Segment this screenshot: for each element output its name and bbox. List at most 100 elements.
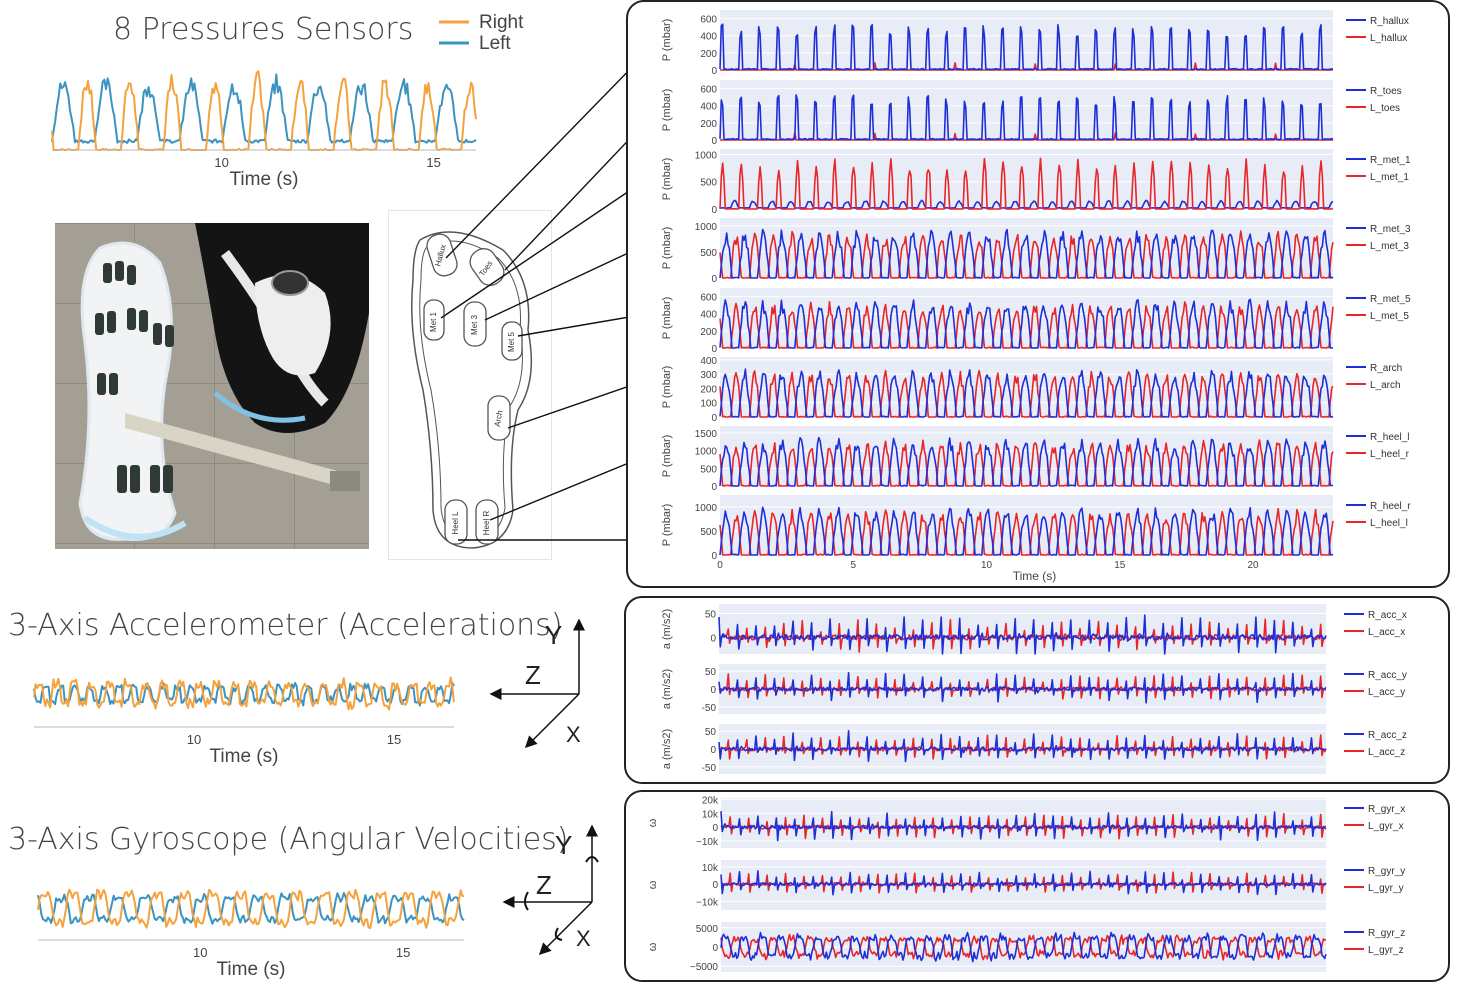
series-line (719, 507, 1334, 556)
y-tick-label: 200 (700, 384, 717, 395)
y-tick-label: −5000 (690, 962, 719, 973)
y-tick-label: 10k (702, 863, 719, 874)
y-tick-label: 5000 (696, 924, 719, 935)
y-axis-label: P (mbar) (661, 89, 673, 132)
y-tick-label: 0 (711, 66, 717, 77)
series-line (720, 931, 1327, 963)
insole-label-met5: Met 5 (507, 331, 516, 352)
y-axis-label: P (mbar) (661, 504, 673, 547)
series-line (720, 870, 1327, 896)
legend-label: L_acc_x (1368, 627, 1405, 638)
y-axis-label: a (m/s2) (661, 669, 673, 709)
x-axis-label: Time (s) (210, 746, 279, 767)
y-axis-label: ω (647, 818, 659, 827)
y-tick-label: 200 (700, 119, 717, 130)
left-gyro-chart: 10 15 Time (s) (37, 888, 465, 980)
y-tick-label: 0 (710, 633, 716, 644)
insole-diagram: Hallux Toes Met 1 Met 3 Met 5 Arch Heel … (388, 210, 552, 560)
y-tick-label: 50 (705, 727, 717, 738)
right-series-line (51, 70, 477, 151)
legend-label: L_gyr_z (1368, 945, 1404, 956)
y-tick-label: 1000 (695, 447, 718, 458)
legend-label: R_acc_z (1368, 730, 1407, 741)
legend-label: R_toes (1370, 86, 1402, 97)
y-axis-label: a (m/s2) (661, 729, 673, 769)
right-series-line (33, 676, 455, 711)
legend-label: R_acc_x (1368, 610, 1407, 621)
y-tick-label: 300 (700, 370, 717, 381)
legend-label: R_hallux (1370, 16, 1409, 27)
subplot-bg (719, 604, 1326, 654)
series-line (719, 298, 1333, 349)
gyro-axis-x: X (576, 926, 591, 951)
y-tick-label: -50 (702, 763, 717, 774)
legend-label: R_gyr_x (1368, 804, 1405, 815)
accel-title: 3-Axis Accelerometer (Accelerations) (8, 608, 563, 643)
series-line (718, 614, 1327, 655)
y-tick-label: 400 (700, 102, 717, 113)
gyro-axis-y: Y (555, 830, 572, 860)
y-tick-label: 1000 (695, 222, 718, 233)
y-axis-label: a (m/s2) (661, 609, 673, 649)
y-tick-label: 500 (700, 464, 717, 475)
y-tick-label: 0 (711, 551, 717, 562)
legend-label: L_heel_r (1370, 449, 1410, 460)
legend-left-label: Left (479, 33, 511, 54)
legend-label: L_arch (1370, 380, 1401, 391)
series-line (720, 810, 1327, 842)
accel-axis-z: Z (525, 660, 541, 690)
legend-right-label: Right (479, 12, 524, 33)
y-tick-label: 0 (711, 482, 717, 493)
accel-panel: 0 50 a (m/s2) R_acc_x L_acc_x -50 0 50 a (m/s2) R… (624, 596, 1450, 784)
legend-label: R_met_3 (1370, 224, 1411, 235)
y-tick-label: 1500 (695, 429, 718, 440)
series-line (719, 506, 1334, 556)
y-tick-label: 600 (700, 85, 717, 96)
subplot-bg (720, 149, 1333, 209)
insole-label-arch: Arch (493, 410, 505, 428)
pressure-title: 8 Pressures Sensors (113, 12, 414, 47)
y-tick-label: 50 (705, 610, 717, 621)
y-axis-label: P (mbar) (661, 158, 673, 201)
legend-top-left: Right Left (439, 12, 524, 54)
accel-axis-y: Y (545, 620, 562, 650)
subplot-bg (720, 10, 1333, 70)
y-axis-label: P (mbar) (661, 227, 673, 270)
pressure-panel: 0 200 400 600 P (mbar) R_hallux L_hallux 0 200 40… (626, 0, 1450, 588)
y-axis-label: P (mbar) (661, 366, 673, 409)
gyro-axis-z: Z (536, 870, 552, 900)
series-line (719, 230, 1334, 279)
y-tick-label: 600 (700, 15, 717, 26)
legend-label: L_met_3 (1370, 241, 1409, 252)
insole-label-heel-r: Heel R (482, 511, 491, 536)
y-tick-label: 600 (700, 293, 717, 304)
y-tick-label: 400 (700, 310, 717, 321)
right-series-line (37, 888, 465, 930)
subplot-bg (720, 426, 1333, 486)
y-tick-label: 200 (700, 49, 717, 60)
y-tick-label: 0 (711, 413, 717, 424)
y-tick-label: 0 (710, 685, 716, 696)
x-tick-label: 5 (850, 560, 856, 571)
y-tick-label: 20k (702, 795, 719, 806)
insole-diagram-art: Hallux Toes Met 1 Met 3 Met 5 Arch Heel … (388, 210, 552, 560)
series-line (719, 368, 1334, 418)
subplot-bg (720, 80, 1333, 140)
legend-label: R_arch (1370, 363, 1402, 374)
left-accel-chart: 10 15 Time (s) (33, 676, 455, 767)
x-tick-label: 0 (717, 560, 723, 571)
legend-label: R_met_1 (1370, 155, 1411, 166)
legend-label: L_heel_l (1370, 518, 1408, 529)
left-pressure-chart: 10 15 Time (s) (51, 70, 477, 190)
y-tick-label: 0 (711, 136, 717, 147)
y-tick-label: 0 (711, 344, 717, 355)
insole-label-met3: Met 3 (470, 314, 479, 335)
y-tick-label: 10k (702, 809, 719, 820)
legend-label: R_heel_r (1370, 501, 1411, 512)
legend-label: R_gyr_y (1368, 866, 1405, 877)
series-line (719, 300, 1334, 349)
series-line (720, 933, 1327, 961)
gyro-grid-chart: −10k 0 10k 20k ω R_gyr_x L_gyr_x −10k 0 10k ω R_gyr… (647, 795, 1405, 973)
series-line (719, 23, 1334, 71)
